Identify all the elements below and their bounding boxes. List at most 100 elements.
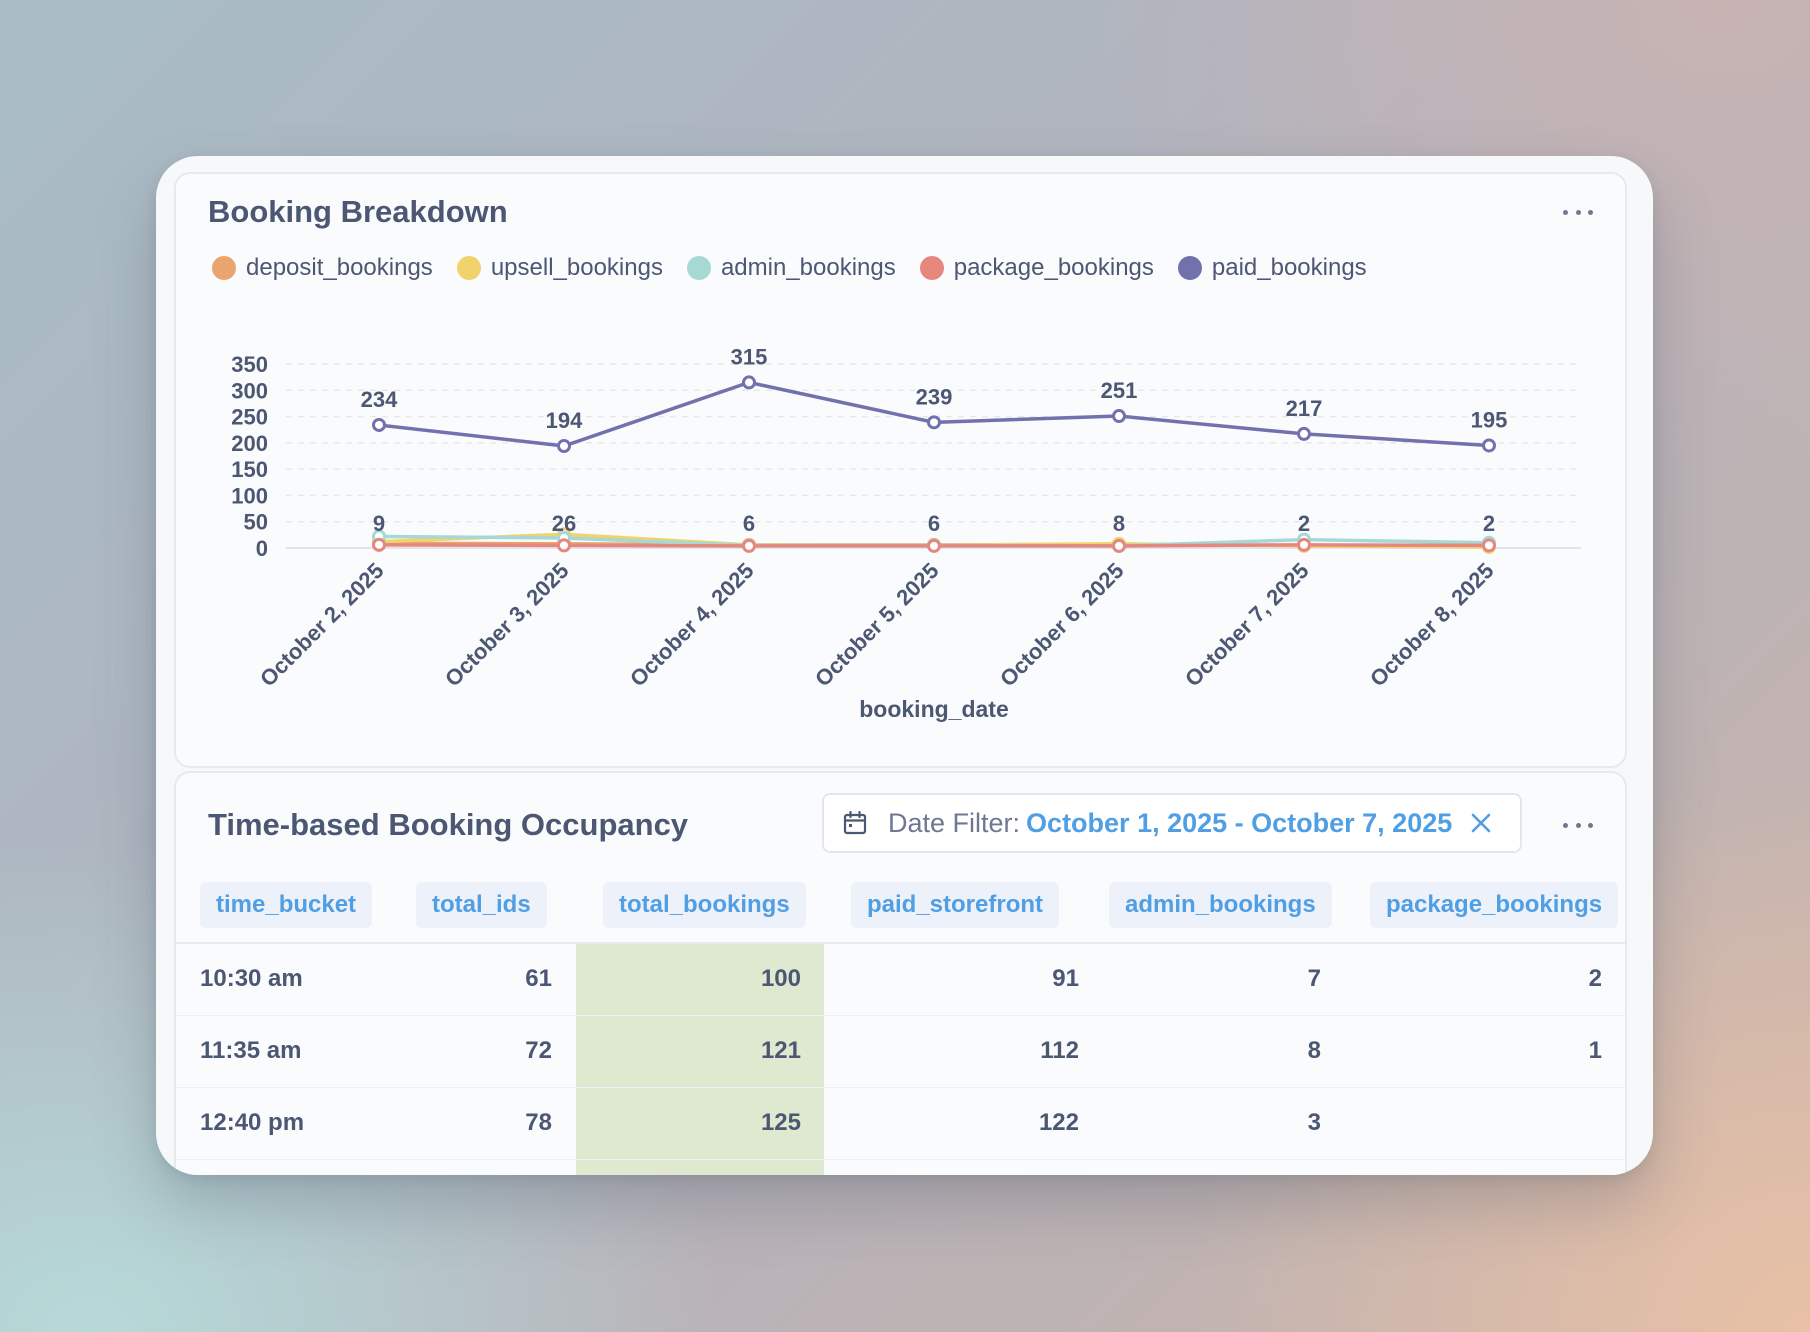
data-label: 234 [361,387,398,412]
data-point [557,439,571,454]
legend-label: package_bookings [953,254,1154,281]
legend-item-package-bookings[interactable]: package_bookings [919,254,1154,282]
x-tick-label: October 8, 2025 [1365,558,1499,692]
y-tick-label: 100 [231,483,268,508]
column-header-package-bookings[interactable]: package_bookings [1370,882,1619,928]
cell-package-bookings: 1 [1588,1037,1602,1064]
data-point [1297,537,1311,552]
legend-dot [212,256,236,280]
occupancy-panel: Time-based Booking Occupancy Date Filter… [174,771,1627,1175]
cell-total-ids: 72 [525,1037,552,1064]
data-label: 2 [1483,511,1495,536]
data-point [927,415,941,430]
x-tick-label: October 2, 2025 [255,558,389,692]
data-label: 8 [1113,511,1125,536]
row-divider [176,1015,1625,1016]
data-point [742,375,756,390]
cell-time-bucket: 12:40 pm [200,1109,305,1136]
cell-paid-storefront: 91 [1052,965,1079,992]
table-header-divider [176,942,1625,944]
legend-item-upsell-bookings[interactable]: upsell_bookings [456,254,663,282]
data-point [742,538,756,553]
legend-item-deposit-bookings[interactable]: deposit_bookings [212,254,433,282]
cell-paid-storefront: 112 [1040,1037,1079,1064]
x-tick-label: October 4, 2025 [625,558,759,692]
data-point [1112,538,1126,553]
data-point [557,538,571,553]
dashboard-card: Booking Breakdown deposit_bookings upsel… [156,156,1653,1175]
cell-total-ids: 61 [525,965,552,992]
legend-item-paid-bookings[interactable]: paid_bookings [1177,254,1367,282]
data-point [1112,409,1126,424]
data-label: 251 [1101,378,1138,403]
row-divider [176,1159,1625,1160]
total-bookings-highlight [576,944,824,1175]
data-label: 194 [546,408,583,433]
data-label: 195 [1471,407,1508,432]
cell-total-ids: 78 [525,1109,552,1136]
close-icon[interactable] [1470,812,1492,834]
cell-total-bookings: 125 [760,1109,801,1136]
y-tick-label: 150 [231,457,268,482]
column-header-time-bucket[interactable]: time_bucket [200,882,373,928]
legend-label: admin_bookings [720,254,896,281]
y-tick-label: 300 [231,378,268,403]
y-tick-label: 250 [231,405,268,430]
row-divider [176,1087,1625,1088]
cell-admin-bookings: 3 [1307,1109,1321,1136]
occupancy-title: Time-based Booking Occupancy [208,807,689,842]
column-header-paid-storefront[interactable]: paid_storefront [851,882,1060,928]
data-point [1482,438,1496,453]
x-tick-label: October 7, 2025 [1180,558,1314,692]
cell-time-bucket: 11:35 am [200,1037,302,1064]
legend-label: paid_bookings [1211,254,1367,281]
cell-time-bucket: 10:30 am [200,965,303,992]
x-axis-label: booking_date [859,696,1009,722]
x-tick-label: October 6, 2025 [995,558,1129,692]
data-point [372,417,386,432]
column-header-total-bookings[interactable]: total_bookings [603,882,806,928]
data-label: 9 [373,511,385,536]
legend-dot [1177,256,1202,280]
y-tick-label: 200 [231,431,268,456]
date-filter-value: October 1, 2025 - October 7, 2025 [1026,807,1453,838]
y-tick-label: 50 [244,510,268,535]
more-options-icon[interactable] [1563,815,1593,835]
data-label: 26 [552,511,576,536]
cell-package-bookings [1370,1088,1602,1158]
date-filter-label: Date Filter: [888,807,1021,838]
x-tick-label: October 5, 2025 [810,558,944,692]
cell-total-bookings: 100 [760,965,801,992]
data-label: 217 [1286,396,1323,421]
data-label: 2 [1298,511,1310,536]
y-tick-label: 0 [256,536,268,561]
data-label: 239 [916,384,953,409]
data-point [927,538,941,553]
chart-legend: deposit_bookings upsell_bookings admin_b… [212,254,1391,282]
data-label: 6 [928,511,940,536]
legend-dot [919,256,944,280]
data-point [1297,426,1311,441]
cell-admin-bookings: 8 [1307,1037,1321,1064]
y-tick-label: 350 [231,352,268,377]
column-header-admin-bookings[interactable]: admin_bookings [1109,882,1332,928]
more-options-icon[interactable] [1563,202,1593,222]
legend-label: deposit_bookings [246,254,433,281]
column-header-total-ids[interactable]: total_ids [416,882,547,928]
cell-admin-bookings: 7 [1307,965,1321,992]
legend-item-admin-bookings[interactable]: admin_bookings [686,254,896,282]
legend-dot [456,256,481,280]
cell-paid-storefront: 122 [1038,1109,1079,1136]
cell-total-bookings: 121 [760,1037,801,1064]
data-point [1482,538,1496,553]
legend-label: upsell_bookings [490,254,663,281]
calendar-icon [843,810,867,835]
booking-breakdown-title: Booking Breakdown [208,194,508,229]
booking-breakdown-panel: Booking Breakdown deposit_bookings upsel… [174,172,1627,768]
data-point [372,537,386,552]
date-filter-chip[interactable]: Date Filter: October 1, 2025 - October 7… [822,793,1522,853]
cell-package-bookings: 2 [1588,965,1602,992]
x-tick-label: October 3, 2025 [440,558,574,692]
data-label: 6 [743,511,755,536]
